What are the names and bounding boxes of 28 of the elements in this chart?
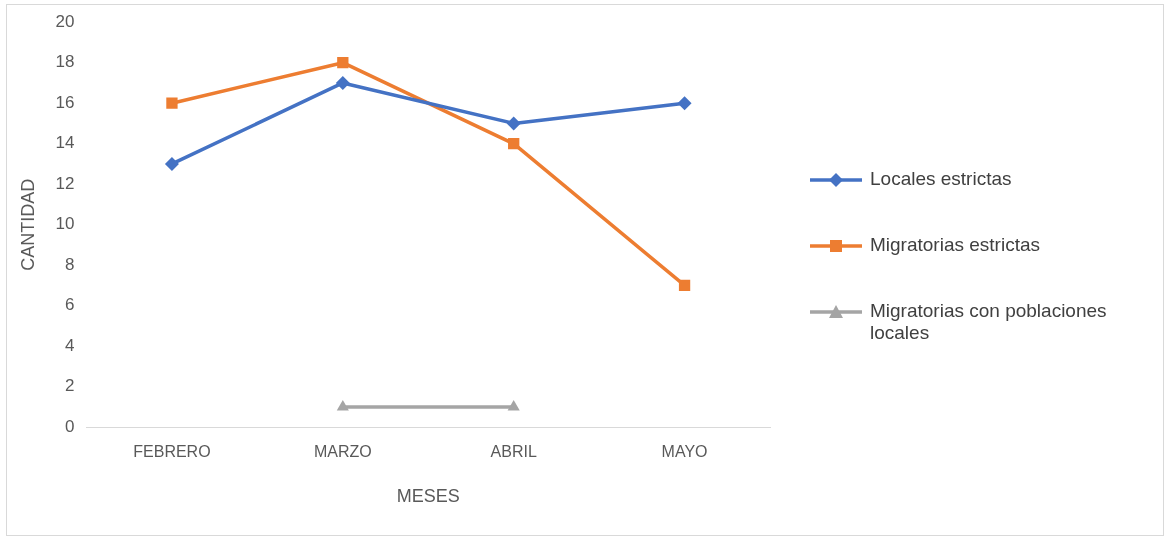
point xyxy=(508,138,520,150)
y-tick-label: 4 xyxy=(65,335,75,355)
y-tick-label: 2 xyxy=(65,376,75,396)
y-tick-label: 6 xyxy=(65,295,75,315)
y-axis-title: CANTIDAD xyxy=(17,178,38,271)
y-tick-label: 12 xyxy=(55,173,75,193)
x-tick-label: FEBRERO xyxy=(133,443,211,461)
point xyxy=(166,97,178,109)
y-tick-label: 0 xyxy=(65,416,75,436)
legend-label: Locales estrictas xyxy=(870,168,1012,190)
legend-label: Migratorias con poblaciones locales xyxy=(870,300,1108,344)
point xyxy=(335,75,350,90)
x-tick-label: MARZO xyxy=(313,443,372,461)
point xyxy=(677,96,692,111)
y-tick-label: 18 xyxy=(55,52,75,72)
x-tick-label: MAYO xyxy=(661,443,708,461)
y-tick-label: 16 xyxy=(55,92,75,112)
legend-label: Migratorias estrictas xyxy=(870,234,1040,256)
point xyxy=(506,116,521,131)
y-tick-label: 8 xyxy=(65,254,75,274)
y-tick-label: 14 xyxy=(55,133,75,153)
y-tick-label: 10 xyxy=(55,214,75,234)
point xyxy=(164,156,179,171)
point xyxy=(337,57,349,69)
y-tick-label: 20 xyxy=(55,11,75,31)
x-tick-label: ABRIL xyxy=(490,443,537,461)
point xyxy=(678,279,691,292)
x-axis-title: MESES xyxy=(396,486,460,507)
